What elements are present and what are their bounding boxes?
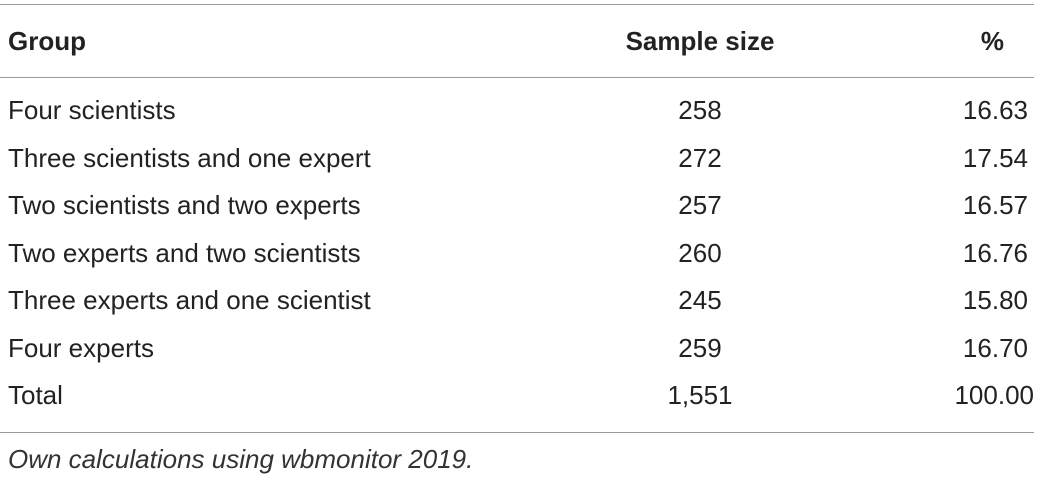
cell-group: Two experts and two scientists	[8, 237, 361, 268]
table-footnote: Own calculations using wbmonitor 2019.	[8, 444, 474, 474]
cell-group: Four experts	[8, 332, 154, 363]
top-rule	[0, 4, 1034, 5]
table-row: Two experts and two scientists 260 16.76	[0, 230, 1034, 278]
cell-group: Two scientists and two experts	[8, 190, 361, 220]
table-row-total: Total 1,551 100.00	[0, 372, 1034, 420]
cell-sample-size: 1,551	[667, 380, 733, 410]
cell-group: Three scientists and one expert	[8, 142, 371, 173]
header-group: Group	[8, 26, 86, 56]
cell-sample-size: 258	[678, 95, 722, 125]
cell-percent: 15.80	[962, 285, 1028, 315]
cell-sample-size: 259	[678, 332, 722, 363]
table-row: Four experts 259 16.70	[0, 325, 1034, 373]
cell-percent: 16.70	[962, 332, 1028, 363]
header-rule	[0, 77, 1034, 78]
header-percent: %	[980, 26, 1004, 56]
cell-sample-size: 260	[678, 237, 722, 268]
cell-sample-size: 245	[678, 285, 722, 315]
cell-group: Three experts and one scientist	[8, 285, 371, 315]
cell-percent: 17.54	[962, 142, 1028, 173]
table-header-row: Group Sample size %	[0, 4, 1034, 77]
bottom-rule	[0, 432, 1034, 433]
table-row: Two scientists and two experts 257 16.57	[0, 182, 1034, 230]
cell-group: Four scientists	[8, 95, 176, 125]
cell-sample-size: 257	[678, 190, 722, 220]
cell-percent: 100.00	[954, 380, 1034, 410]
cell-group: Total	[8, 380, 63, 410]
table-row: Four scientists 258 16.63	[0, 87, 1034, 135]
cell-percent: 16.57	[962, 190, 1028, 220]
header-sample-size: Sample size	[625, 26, 775, 56]
cell-sample-size: 272	[678, 142, 722, 173]
table-row: Three experts and one scientist 245 15.8…	[0, 277, 1034, 325]
table-row: Three scientists and one expert 272 17.5…	[0, 135, 1034, 183]
cell-percent: 16.63	[962, 95, 1028, 125]
cell-percent: 16.76	[962, 237, 1028, 268]
table-body: Four scientists 258 16.63 Three scientis…	[0, 87, 1034, 420]
